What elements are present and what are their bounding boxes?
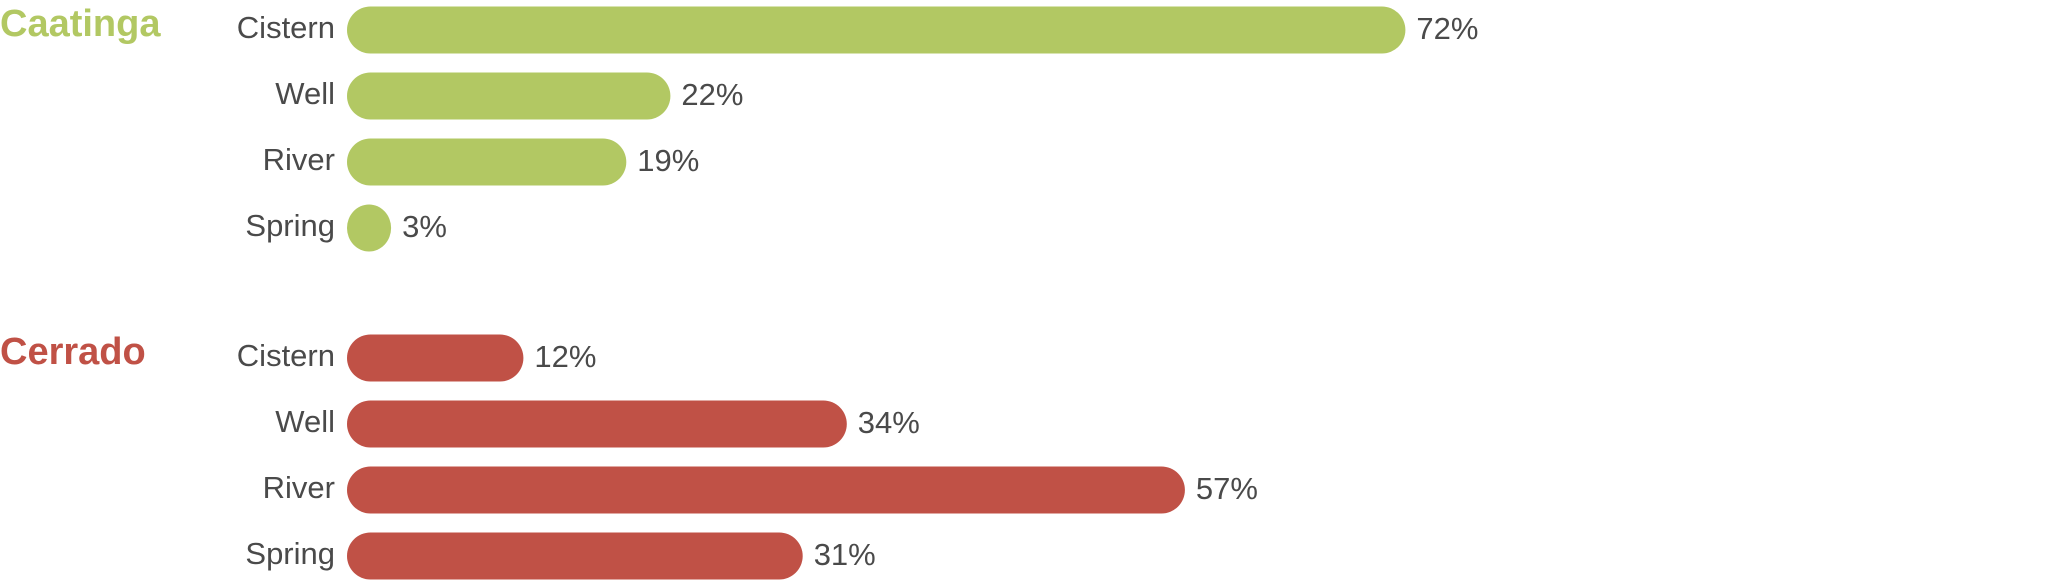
category-label: Spring: [245, 208, 335, 243]
bar: [347, 204, 392, 252]
bar: [347, 6, 1406, 54]
bar: [347, 466, 1185, 514]
category-label: Well: [275, 76, 335, 111]
value-label: 57%: [1196, 471, 1258, 506]
bar: [347, 400, 847, 448]
group-title: Caatinga: [0, 3, 161, 45]
value-label: 22%: [681, 77, 743, 112]
category-label: Spring: [245, 536, 335, 571]
value-label: 34%: [858, 405, 920, 440]
category-label: Cistern: [237, 10, 335, 45]
bar: [347, 532, 803, 580]
category-label: River: [263, 142, 335, 177]
category-label: Cistern: [237, 338, 335, 373]
category-label: River: [263, 470, 335, 505]
value-label: 12%: [534, 339, 596, 374]
value-label: 72%: [1416, 11, 1478, 46]
value-label: 19%: [637, 143, 699, 178]
value-label: 31%: [814, 537, 876, 572]
group-title: Cerrado: [0, 331, 146, 373]
bar: [347, 334, 524, 382]
value-label: 3%: [402, 209, 447, 244]
bar: [347, 72, 671, 120]
category-label: Well: [275, 404, 335, 439]
bar: [347, 138, 627, 186]
